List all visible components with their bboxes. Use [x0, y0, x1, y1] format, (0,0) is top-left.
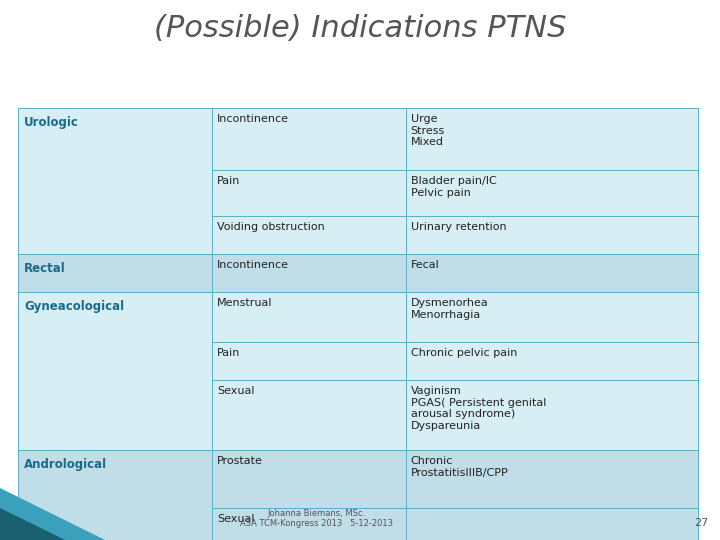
Polygon shape — [0, 488, 105, 540]
Text: Sexual: Sexual — [217, 514, 254, 524]
Text: Urologic: Urologic — [24, 116, 79, 129]
Text: Menstrual: Menstrual — [217, 298, 272, 308]
Text: Voiding obstruction: Voiding obstruction — [217, 222, 325, 232]
Text: Vaginism
PGAS( Persistent genital
arousal syndrome)
Dyspareunia: Vaginism PGAS( Persistent genital arousa… — [410, 386, 546, 431]
Text: Chronic pelvic pain: Chronic pelvic pain — [410, 348, 517, 358]
Text: Prostate: Prostate — [217, 456, 263, 466]
Text: Rectal: Rectal — [24, 262, 66, 275]
Bar — [212, 508, 405, 540]
Bar — [405, 508, 698, 540]
Text: Pain: Pain — [217, 176, 240, 186]
Text: Urinary retention: Urinary retention — [410, 222, 506, 232]
Bar — [405, 170, 698, 216]
Text: (Possible) Indications PTNS: (Possible) Indications PTNS — [154, 14, 566, 43]
Bar — [212, 216, 405, 254]
Bar — [18, 292, 212, 450]
Bar — [405, 254, 698, 292]
Text: Johanna Biemans, MSc.
ASA TCM-Kongress 2013   5-12-2013: Johanna Biemans, MSc. ASA TCM-Kongress 2… — [240, 509, 393, 528]
Bar — [405, 108, 698, 170]
Bar — [405, 292, 698, 342]
Text: Fecal: Fecal — [410, 260, 439, 270]
Text: Dysmenorhea
Menorrhagia: Dysmenorhea Menorrhagia — [410, 298, 488, 320]
Text: Urge
Stress
Mixed: Urge Stress Mixed — [410, 114, 445, 147]
Bar — [405, 216, 698, 254]
Text: Bladder pain/IC
Pelvic pain: Bladder pain/IC Pelvic pain — [410, 176, 496, 198]
Text: Chronic
ProstatitisIIIB/CPP: Chronic ProstatitisIIIB/CPP — [410, 456, 508, 477]
Text: Incontinence: Incontinence — [217, 114, 289, 124]
Bar — [18, 254, 212, 292]
Text: Andrological: Andrological — [24, 458, 107, 471]
Text: Incontinence: Incontinence — [217, 260, 289, 270]
Bar — [405, 450, 698, 508]
Bar — [212, 342, 405, 380]
Polygon shape — [0, 508, 65, 540]
Bar — [212, 380, 405, 450]
Bar — [212, 450, 405, 508]
Bar — [212, 292, 405, 342]
Text: Gyneacological: Gyneacological — [24, 300, 124, 313]
Bar — [18, 450, 212, 540]
Text: Sexual: Sexual — [217, 386, 254, 396]
Bar — [212, 108, 405, 170]
Text: 27: 27 — [694, 518, 708, 528]
Text: Pain: Pain — [217, 348, 240, 358]
Bar — [405, 342, 698, 380]
Bar — [405, 380, 698, 450]
Bar — [18, 108, 212, 254]
Bar — [212, 170, 405, 216]
Bar — [212, 254, 405, 292]
